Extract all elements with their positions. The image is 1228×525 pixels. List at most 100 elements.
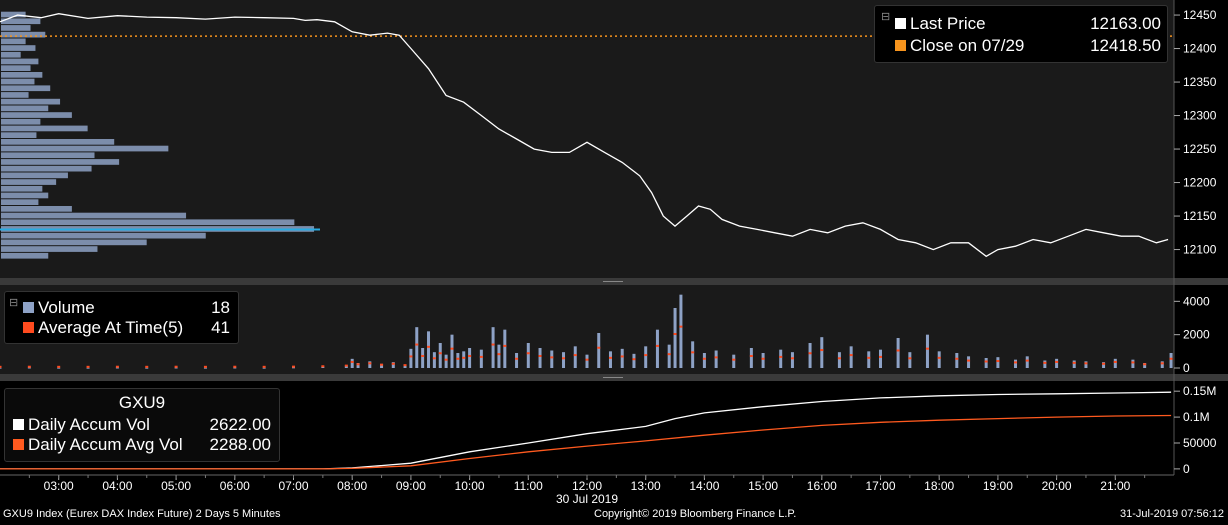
avg-at-time-mark [867, 356, 871, 359]
volume-legend: ⊟ Volume 18 Average At Time(5) 41 [4, 291, 239, 344]
volume-bar [1160, 361, 1164, 368]
avg-at-time-mark [115, 365, 119, 368]
volume-bar [1113, 358, 1117, 368]
volume-profile-bar [1, 51, 21, 58]
avg-at-time-mark [667, 353, 671, 356]
avg-at-time-mark [391, 362, 395, 365]
volume-bar [779, 349, 783, 368]
volume-legend-collapse-icon[interactable]: ⊟ [9, 297, 19, 309]
avg-at-time-mark [849, 354, 853, 357]
legend-collapse-icon[interactable]: ⊟ [881, 11, 891, 23]
avg-at-time-mark [896, 349, 900, 352]
volume-bar [732, 354, 736, 368]
volume-profile-bar [1, 139, 115, 145]
avg-at-time-mark [538, 355, 542, 357]
avg-at-time-mark [526, 352, 530, 355]
avg-at-time-mark [380, 363, 384, 366]
volume-profile-bar [1, 185, 43, 192]
avg-at-time-mark [837, 357, 841, 360]
avg-at-time-mark [350, 360, 354, 363]
volume-profile-bar [1, 118, 41, 125]
volume-bar [391, 362, 395, 368]
legend-accum-vol-value: 2622.00 [209, 415, 271, 434]
volume-profile-bar [1, 31, 46, 38]
volume-bar [174, 367, 178, 369]
price-y-tick-label: 12250 [1183, 142, 1217, 156]
volume-bar [57, 367, 61, 369]
volume-profile-bar [1, 132, 37, 138]
x-tick-label: 18:00 [924, 479, 954, 493]
volume-bar [608, 351, 612, 368]
avg-at-time-mark [432, 357, 436, 360]
avg-at-time-mark [1025, 359, 1029, 362]
volume-bar [479, 349, 483, 368]
volume-profile-bar [1, 252, 49, 259]
avg-at-time-mark [292, 365, 295, 368]
avg-at-time-mark [714, 356, 718, 359]
volume-profile-bar [1, 18, 41, 25]
volume-bar [438, 343, 442, 368]
last-price-swatch-icon [895, 18, 906, 29]
volume-bar [849, 346, 853, 368]
avg-at-time-mark [456, 357, 460, 360]
volume-bar [996, 357, 1000, 368]
volume-profile-bar [1, 172, 68, 179]
volume-bar [673, 308, 677, 368]
volume-bar [702, 353, 706, 368]
avg-at-time-mark [1014, 361, 1018, 364]
volume-bar [538, 348, 542, 368]
x-tick-label: 16:00 [807, 479, 837, 493]
volume-bar [421, 348, 425, 368]
volume-bar [632, 353, 636, 368]
price-y-tick-label: 12400 [1183, 42, 1217, 56]
volume-bar [1014, 359, 1018, 368]
avg-at-time-mark [644, 354, 648, 357]
x-tick-label: 13:00 [631, 479, 661, 493]
volume-bar [691, 341, 695, 368]
last-price-line [0, 13, 1169, 258]
volume-bar [497, 344, 501, 368]
volume-bar [790, 352, 794, 368]
avg-at-time-mark [409, 355, 413, 358]
volume-bar [1043, 360, 1047, 368]
volume-bar [86, 367, 90, 369]
avg-at-time-mark [585, 358, 589, 361]
volume-bar [344, 365, 348, 368]
volume-bar [867, 351, 871, 368]
legend-close: Close on 07/29 [895, 36, 1024, 56]
volume-bar [444, 354, 448, 368]
volume-bar [820, 337, 824, 368]
avg-at-time-mark [468, 355, 472, 357]
accum-legend: GXU9 Daily Accum Vol 2622.00 Daily Accum… [4, 388, 280, 462]
volume-profile-bar [1, 232, 206, 239]
avg-at-time-mark [967, 359, 971, 362]
volume-bar [1169, 353, 1173, 368]
avg-at-time-mark [573, 354, 577, 357]
legend-avg: Average At Time(5) [23, 318, 183, 338]
avg-at-time-mark [1072, 361, 1076, 364]
volume-bar [456, 353, 460, 368]
avg-at-time-mark [233, 365, 237, 368]
volume-bar [432, 352, 436, 368]
x-tick-label: 17:00 [865, 479, 895, 493]
volume-bar [450, 334, 454, 368]
volume-bar [462, 351, 466, 368]
price-legend: ⊟ Last Price 12163.00 Close on 07/29 124… [874, 5, 1168, 63]
volume-bar [350, 358, 354, 368]
volume-profile-bar [1, 11, 26, 18]
x-tick-label: 08:00 [337, 479, 367, 493]
x-tick-label: 03:00 [44, 479, 74, 493]
avg-at-time-mark [344, 364, 348, 367]
price-y-tick-label: 12300 [1183, 109, 1217, 123]
volume-bar [1025, 356, 1029, 368]
avg-at-time-mark [1113, 360, 1117, 363]
volume-bar [491, 327, 495, 368]
accum-y-tick-label: 0.1M [1183, 410, 1210, 424]
avg-at-time-mark [262, 365, 266, 368]
x-tick-label: 20:00 [1042, 479, 1072, 493]
volume-bar [526, 343, 530, 368]
avg-at-time-mark [879, 355, 882, 358]
volume-bar [1131, 359, 1135, 368]
x-tick-label: 05:00 [161, 479, 191, 493]
volume-bar [573, 346, 577, 368]
